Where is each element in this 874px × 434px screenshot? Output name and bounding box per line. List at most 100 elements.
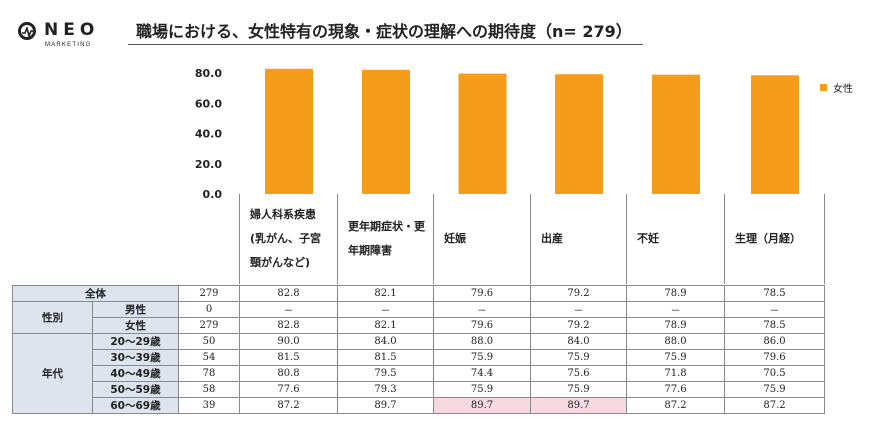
value-cell: 88.0 (433, 333, 531, 350)
value-cell: 89.7 (433, 397, 531, 414)
bar (652, 74, 700, 194)
value-cell: 86.0 (724, 333, 825, 350)
legend: 女性 (820, 80, 853, 95)
logo: NEO MARKETING (18, 18, 118, 52)
bar (555, 74, 603, 194)
value-cell: 79.2 (530, 317, 627, 334)
value-cell: 78.9 (626, 317, 725, 334)
value-cell: 79.6 (433, 317, 531, 334)
category-header: 出産 (530, 194, 627, 284)
row-label: 60～69歳 (92, 397, 179, 414)
legend-swatch (820, 84, 827, 91)
table-row: 50～59歳 58 77.6 79.3 75.9 75.9 77.6 75.9 (13, 381, 825, 398)
value-cell: － (530, 301, 627, 318)
row-label: 40～49歳 (92, 365, 179, 382)
bar (751, 75, 799, 194)
value-cell: 82.1 (337, 285, 434, 302)
value-cell: 89.7 (337, 397, 434, 414)
legend-label: 女性 (833, 84, 853, 95)
value-cell: 80.8 (239, 365, 338, 382)
logo-subtext: MARKETING (45, 42, 92, 48)
table-row: 性別 男性 0 －－－－－－ (12, 301, 825, 334)
value-cell: 70.5 (724, 365, 825, 382)
value-cell: 75.6 (530, 365, 627, 382)
value-cell: 87.2 (724, 397, 825, 414)
logo-brand: NEO (44, 20, 100, 40)
y-tick-label: 20.0 (195, 158, 222, 171)
y-tick-label: 60.0 (195, 97, 222, 110)
row-group-label: 年代 (12, 333, 93, 414)
value-cell: 84.0 (337, 333, 434, 350)
value-cell: 74.4 (433, 365, 531, 382)
value-cell: 75.9 (724, 381, 825, 398)
value-cell: 78.5 (724, 285, 825, 302)
category-label: 妊娠 (444, 232, 466, 245)
value-cell: 77.6 (239, 381, 338, 398)
value-cell: 78.9 (626, 285, 725, 302)
value-cell: 88.0 (626, 333, 725, 350)
value-cell: 79.6 (724, 349, 825, 366)
category-label: 生理（月経） (735, 232, 801, 245)
value-cell: 82.8 (239, 285, 338, 302)
value-cell: 79.5 (337, 365, 434, 382)
table-row: 60～69歳 39 87.2 89.7 89.7 89.7 87.2 87.2 (13, 397, 825, 414)
value-cell: 81.5 (337, 349, 434, 366)
value-cell: 87.2 (239, 397, 338, 414)
row-label: 30～39歳 (92, 349, 179, 366)
category-header: 生理（月経） (724, 194, 825, 284)
value-cell: 82.8 (239, 317, 338, 334)
row-label: 50～59歳 (92, 381, 179, 398)
value-cell: － (724, 301, 825, 318)
bar (265, 68, 313, 194)
sample-size-cell: 50 (178, 333, 240, 350)
category-label: 婦人科系疾患 (乳がん、子宮 頸がんなど) (250, 208, 322, 269)
table-row: 年代 20～29歳 50 90.0 84.0 88.0 84.0 88.0 86.0 (12, 333, 825, 414)
data-table: 全体 279 82.8 82.1 79.6 79.2 78.9 78.5 性別 男性 0 －－－－－－… (12, 285, 825, 414)
category-header: 不妊 (626, 194, 725, 284)
page-title: 職場における、女性特有の現象・症状の理解への期待度（n= 279） (136, 22, 632, 41)
row-label: 男性 (92, 301, 179, 318)
table-row: 全体 279 82.8 82.1 79.6 79.2 78.9 78.5 (12, 285, 825, 302)
title-underline (128, 44, 643, 45)
value-cell: － (433, 301, 531, 318)
row-label: 女性 (92, 317, 179, 334)
row-group-label: 性別 (12, 301, 93, 334)
value-cell: 89.7 (530, 397, 627, 414)
sample-size-cell: 54 (178, 349, 240, 366)
value-cell: 87.2 (626, 397, 725, 414)
value-cell: 79.2 (530, 285, 627, 302)
value-cell: 75.9 (433, 381, 531, 398)
logo-mark (18, 22, 36, 40)
value-cell: － (626, 301, 725, 318)
value-cell: 79.6 (433, 285, 531, 302)
sample-size-cell: 78 (178, 365, 240, 382)
value-cell: 79.3 (337, 381, 434, 398)
value-cell: － (239, 301, 338, 318)
value-cell: 84.0 (530, 333, 627, 350)
category-label: 不妊 (637, 232, 659, 245)
category-header: 婦人科系疾患 (乳がん、子宮 頸がんなど) (239, 194, 338, 284)
value-cell: 75.9 (626, 349, 725, 366)
table-row: 30～39歳 54 81.5 81.5 75.9 75.9 75.9 79.6 (13, 349, 825, 366)
category-header: 妊娠 (433, 194, 531, 284)
value-cell: － (337, 301, 434, 318)
table-row: 女性 279 82.8 82.1 79.6 79.2 78.9 78.5 (13, 317, 825, 334)
sample-size-cell: 279 (178, 317, 240, 334)
category-label: 更年期症状・更 年期障害 (348, 220, 425, 257)
sample-size-cell: 39 (178, 397, 240, 414)
value-cell: 90.0 (239, 333, 338, 350)
value-cell: 75.9 (433, 349, 531, 366)
value-cell: 75.9 (530, 381, 627, 398)
y-tick-label: 0.0 (203, 188, 223, 200)
row-label: 20～29歳 (92, 333, 179, 350)
value-cell: 75.9 (530, 349, 627, 366)
row-label: 全体 (12, 285, 179, 302)
sample-size-cell: 279 (178, 285, 240, 302)
value-cell: 71.8 (626, 365, 725, 382)
sample-size-cell: 58 (178, 381, 240, 398)
value-cell: 77.6 (626, 381, 725, 398)
sample-size-cell: 0 (178, 301, 240, 318)
y-tick-label: 80.0 (195, 67, 222, 80)
table-row: 40～49歳 78 80.8 79.5 74.4 75.6 71.8 70.5 (13, 365, 825, 382)
value-cell: 78.5 (724, 317, 825, 334)
